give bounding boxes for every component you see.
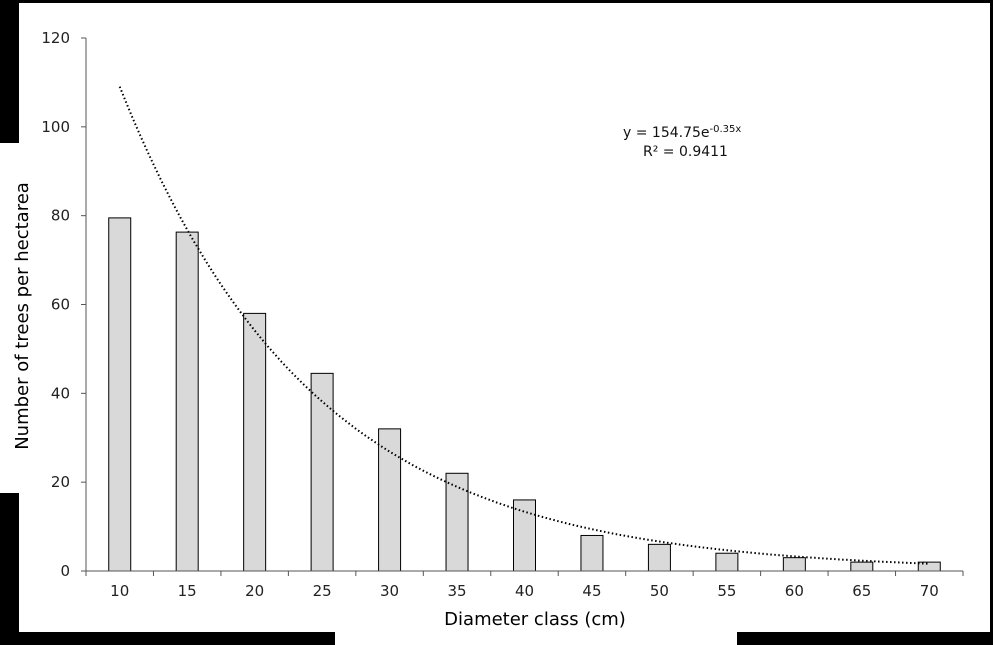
trendline-equation-exponent: -0.35x bbox=[710, 124, 742, 135]
trendline-equation: y = 154.75e-0.35x bbox=[623, 124, 741, 141]
bar bbox=[310, 372, 334, 572]
y-tick-label: 0 bbox=[60, 562, 70, 580]
x-tick-label: 15 bbox=[178, 582, 197, 600]
black-border-top bbox=[0, 0, 993, 3]
x-tick-label: 50 bbox=[650, 582, 669, 600]
x-tick-label: 40 bbox=[515, 582, 534, 600]
x-tick-label: 65 bbox=[852, 582, 871, 600]
x-axis-ticks: 10 15 20 25 30 35 40 45 50 55 60 65 70 bbox=[85, 571, 964, 600]
black-border-left-lower bbox=[0, 493, 19, 645]
bar bbox=[445, 472, 469, 572]
trendline-r-squared: R² = 0.9411 bbox=[643, 144, 728, 160]
bar bbox=[850, 561, 874, 572]
bar bbox=[378, 428, 402, 572]
black-border-right bbox=[990, 0, 993, 645]
y-tick-label: 100 bbox=[41, 118, 70, 136]
x-tick-label: 45 bbox=[582, 582, 601, 600]
x-tick-label: 25 bbox=[313, 582, 332, 600]
exponential-trendline bbox=[118, 86, 930, 565]
x-tick-label: 55 bbox=[717, 582, 736, 600]
bar bbox=[243, 312, 267, 572]
x-tick-label: 20 bbox=[245, 582, 264, 600]
y-axis-ticks: 0 20 40 60 80 100 120 bbox=[41, 29, 86, 580]
bar bbox=[108, 217, 132, 572]
x-tick-label: 60 bbox=[785, 582, 804, 600]
y-axis-title: Number of trees per hectarea bbox=[12, 182, 33, 450]
y-tick-label: 20 bbox=[51, 473, 70, 491]
bars bbox=[108, 217, 941, 572]
y-tick-label: 60 bbox=[51, 296, 70, 314]
bar bbox=[782, 557, 806, 572]
bar bbox=[580, 534, 604, 572]
x-tick-label: 35 bbox=[447, 582, 466, 600]
y-tick-label: 120 bbox=[41, 29, 70, 47]
bar bbox=[647, 543, 671, 572]
black-border-bottom-right bbox=[737, 632, 993, 645]
x-tick-label: 10 bbox=[110, 582, 129, 600]
x-tick-label: 30 bbox=[380, 582, 399, 600]
bar bbox=[513, 499, 536, 572]
y-tick-label: 40 bbox=[51, 384, 70, 402]
bar bbox=[917, 561, 941, 572]
black-border-left-upper bbox=[0, 0, 19, 143]
y-tick-label: 80 bbox=[51, 207, 70, 225]
black-border-bottom-left bbox=[0, 632, 335, 645]
bar bbox=[715, 552, 739, 572]
x-axis-title: Diameter class (cm) bbox=[444, 609, 626, 630]
bar bbox=[175, 231, 199, 572]
trendline-equation-base: y = 154.75e bbox=[623, 125, 710, 141]
x-tick-label: 70 bbox=[920, 582, 939, 600]
